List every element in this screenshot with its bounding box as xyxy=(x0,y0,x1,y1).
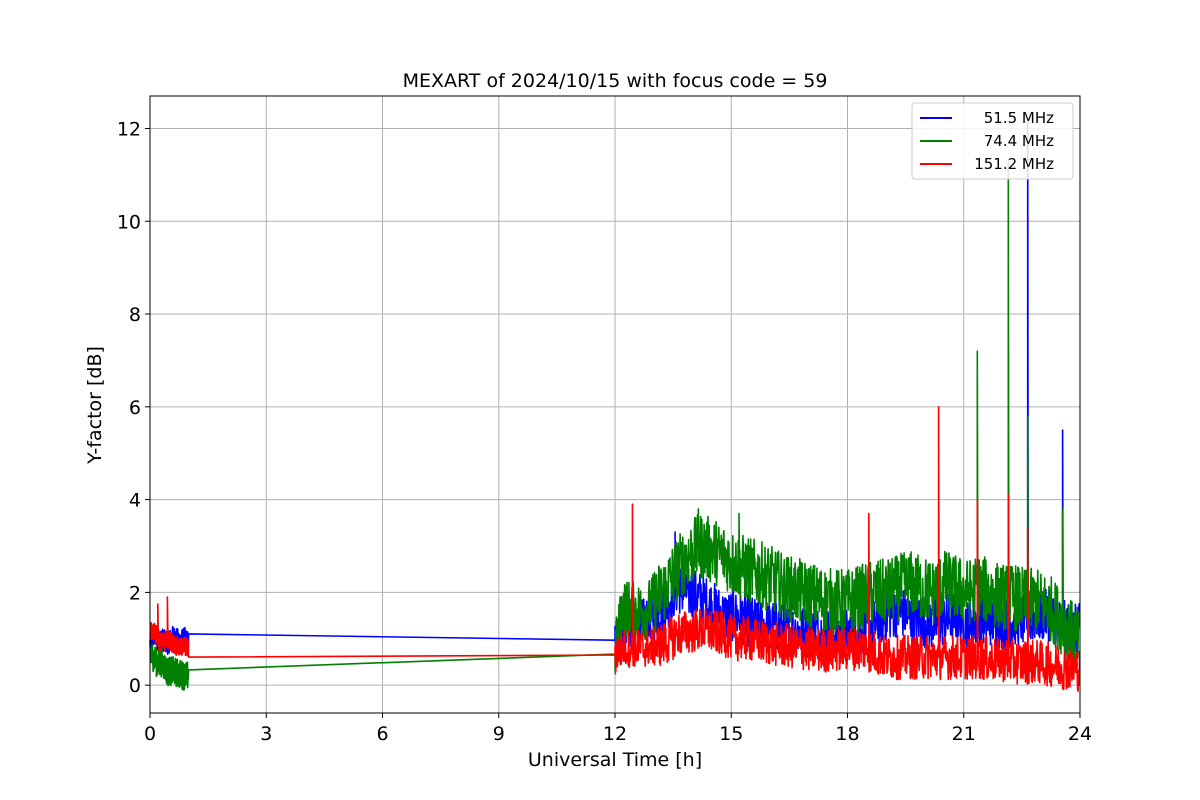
y-axis: 0 2 4 6 8 10 12 xyxy=(117,118,150,697)
x-tick-label: 0 xyxy=(144,723,156,745)
x-tick-label: 21 xyxy=(952,723,976,745)
plot-area xyxy=(149,118,1081,692)
series-line-51-5-mhz xyxy=(149,118,1081,660)
x-tick-label: 12 xyxy=(603,723,627,745)
legend-label: 51.5 MHz xyxy=(984,109,1054,127)
series-51-5-mhz xyxy=(149,118,1081,660)
series-line-74-4-mhz xyxy=(149,160,1081,691)
x-axis-title: Universal Time [h] xyxy=(528,749,702,771)
y-tick-label: 0 xyxy=(129,675,141,697)
x-tick-label: 3 xyxy=(260,723,272,745)
x-tick-label: 6 xyxy=(376,723,388,745)
y-axis-title: Y-factor [dB] xyxy=(84,346,106,465)
x-tick-label: 15 xyxy=(719,723,743,745)
series-151-2-mhz xyxy=(149,406,1081,692)
series-74-4-mhz xyxy=(149,160,1081,691)
y-tick-label: 10 xyxy=(117,211,141,233)
y-tick-label: 2 xyxy=(129,582,141,604)
y-tick-label: 8 xyxy=(129,304,141,326)
legend-box xyxy=(911,102,1074,180)
y-tick-label: 12 xyxy=(117,118,141,140)
legend: 51.5 MHz 74.4 MHz 151.2 MHz xyxy=(911,102,1074,180)
series-line-151-2-mhz xyxy=(149,406,1081,692)
x-axis: 0 3 6 9 12 15 18 21 24 xyxy=(144,713,1092,745)
x-tick-label: 18 xyxy=(835,723,859,745)
x-tick-label: 24 xyxy=(1068,723,1092,745)
y-tick-label: 6 xyxy=(129,397,141,419)
y-tick-label: 4 xyxy=(129,490,141,512)
x-tick-label: 9 xyxy=(493,723,505,745)
legend-label: 151.2 MHz xyxy=(974,155,1054,173)
chart-title: MEXART of 2024/10/15 with focus code = 5… xyxy=(403,70,828,92)
legend-label: 74.4 MHz xyxy=(984,132,1054,150)
